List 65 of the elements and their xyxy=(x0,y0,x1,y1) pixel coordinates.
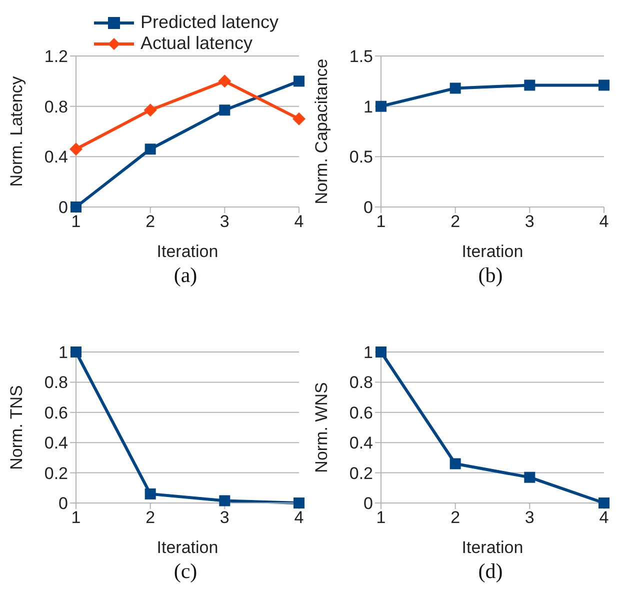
y-axis-title: Norm. Latency xyxy=(7,76,26,187)
point xyxy=(218,74,232,88)
point xyxy=(598,80,610,91)
text: (a) xyxy=(172,263,198,288)
x-tick-label: 1 xyxy=(71,508,81,528)
y-tick-label: 0.8 xyxy=(349,373,373,392)
x-tick-label: 4 xyxy=(294,212,304,232)
point xyxy=(70,142,82,156)
x-tick-label: 1 xyxy=(71,212,81,232)
point xyxy=(292,112,306,126)
x-tick-label: 3 xyxy=(524,212,534,232)
y-axis-title: Norm. WNS xyxy=(312,382,332,473)
text: (d) xyxy=(477,559,504,584)
y-tick-label: 1 xyxy=(58,343,68,362)
x-tick-label: 3 xyxy=(220,508,230,528)
y-tick-label: 0.6 xyxy=(44,403,68,422)
point xyxy=(219,104,230,116)
point xyxy=(524,80,536,91)
y-tick-label: 0.2 xyxy=(349,464,373,483)
x-axis-title: Iteration xyxy=(462,242,524,261)
point xyxy=(144,104,157,117)
x-tick-label: 3 xyxy=(524,508,534,528)
point xyxy=(144,488,156,500)
x-tick-label: 2 xyxy=(450,212,460,232)
y-tick-label: 0.6 xyxy=(349,403,373,422)
point xyxy=(598,498,610,508)
x-axis-title: Iteration xyxy=(156,242,218,261)
y-tick-label: 0 xyxy=(58,198,68,218)
x-tick-label: 1 xyxy=(376,212,386,232)
x-axis-title: Iteration xyxy=(462,538,524,557)
y-tick-label: 1 xyxy=(364,343,373,362)
y-tick-label: 0.8 xyxy=(44,97,68,116)
point xyxy=(144,144,156,155)
y-tick-label: 0.2 xyxy=(44,464,68,483)
y-tick-label: 1.2 xyxy=(44,47,68,66)
x-tick-label: 4 xyxy=(599,212,609,232)
y-tick-label: 1.5 xyxy=(349,47,373,66)
point xyxy=(524,472,536,483)
x-tick-label: 1 xyxy=(376,508,386,528)
y-tick-label: 1 xyxy=(364,97,373,116)
x-tick-label: 4 xyxy=(294,508,304,528)
y-tick-label: 0.5 xyxy=(349,148,373,167)
text: (b) xyxy=(477,263,504,288)
legend-label: Predicted latency xyxy=(140,12,279,33)
y-axis-title: Norm. Capacitance xyxy=(312,58,332,204)
y-tick-label: 0 xyxy=(364,494,373,514)
x-tick-label: 2 xyxy=(146,508,156,528)
y-tick-label: 0 xyxy=(58,494,68,514)
y-tick-label: 0.4 xyxy=(349,434,373,453)
point xyxy=(450,82,461,94)
y-tick-label: 0.4 xyxy=(44,434,68,453)
x-axis-title: Iteration xyxy=(156,538,218,557)
y-axis-title: Norm. TNS xyxy=(7,385,26,470)
x-tick-label: 4 xyxy=(599,508,609,528)
point xyxy=(294,76,304,87)
x-tick-label: 2 xyxy=(146,212,156,232)
legend-label: Actual latency xyxy=(140,33,253,54)
y-tick-label: 0.8 xyxy=(44,373,68,392)
text: (c) xyxy=(172,559,198,584)
point xyxy=(219,495,230,506)
x-tick-label: 2 xyxy=(450,508,460,528)
point xyxy=(450,458,461,470)
x-tick-label: 3 xyxy=(220,212,230,232)
y-tick-label: 0 xyxy=(364,198,373,218)
y-tick-label: 0.4 xyxy=(44,148,68,167)
